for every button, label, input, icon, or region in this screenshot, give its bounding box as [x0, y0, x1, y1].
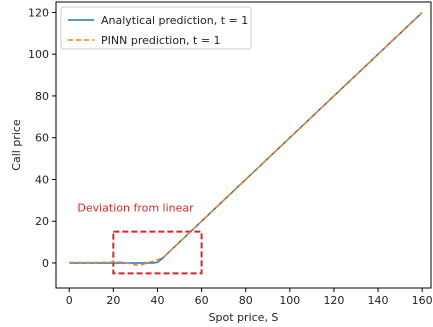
- y-tick-label: 60: [35, 132, 49, 145]
- axes: 0 20 40 60 80 100 120 140 160 0 20 40 60 80 100 120: [28, 1, 433, 307]
- legend-label: Analytical prediction, t = 1: [101, 14, 248, 27]
- annotation-box: [112, 230, 203, 275]
- x-tick-label: 0: [66, 294, 73, 307]
- y-axis-label: Call price: [10, 119, 23, 171]
- legend-label: PINN prediction, t = 1: [101, 34, 221, 47]
- legend-box: [60, 6, 252, 50]
- series-line-analytical: [69, 11, 423, 264]
- legend: Analytical prediction, t = 1 PINN predict…: [60, 6, 252, 50]
- x-tick-label: 80: [239, 294, 253, 307]
- annotation-label: Deviation from linear: [77, 202, 194, 215]
- x-tick-label: 120: [323, 294, 344, 307]
- series-line-pinn: [69, 11, 423, 266]
- y-tick-label: 80: [35, 90, 49, 103]
- y-tick-label: 20: [35, 215, 49, 228]
- x-tick-label: 160: [412, 294, 433, 307]
- axes-frame: [55, 1, 432, 289]
- y-tick-label: 0: [42, 257, 49, 270]
- x-tick-label: 60: [195, 294, 209, 307]
- y-tick-label: 120: [28, 6, 49, 19]
- x-axis-label: Spot price, S: [209, 311, 279, 324]
- x-tick-label: 20: [106, 294, 120, 307]
- x-tick-label: 40: [150, 294, 164, 307]
- y-tick-label: 40: [35, 173, 49, 186]
- x-tick-label: 140: [368, 294, 389, 307]
- x-tick-label: 100: [279, 294, 300, 307]
- plot-area: Deviation from linear: [69, 11, 423, 275]
- y-tick-label: 100: [28, 48, 49, 61]
